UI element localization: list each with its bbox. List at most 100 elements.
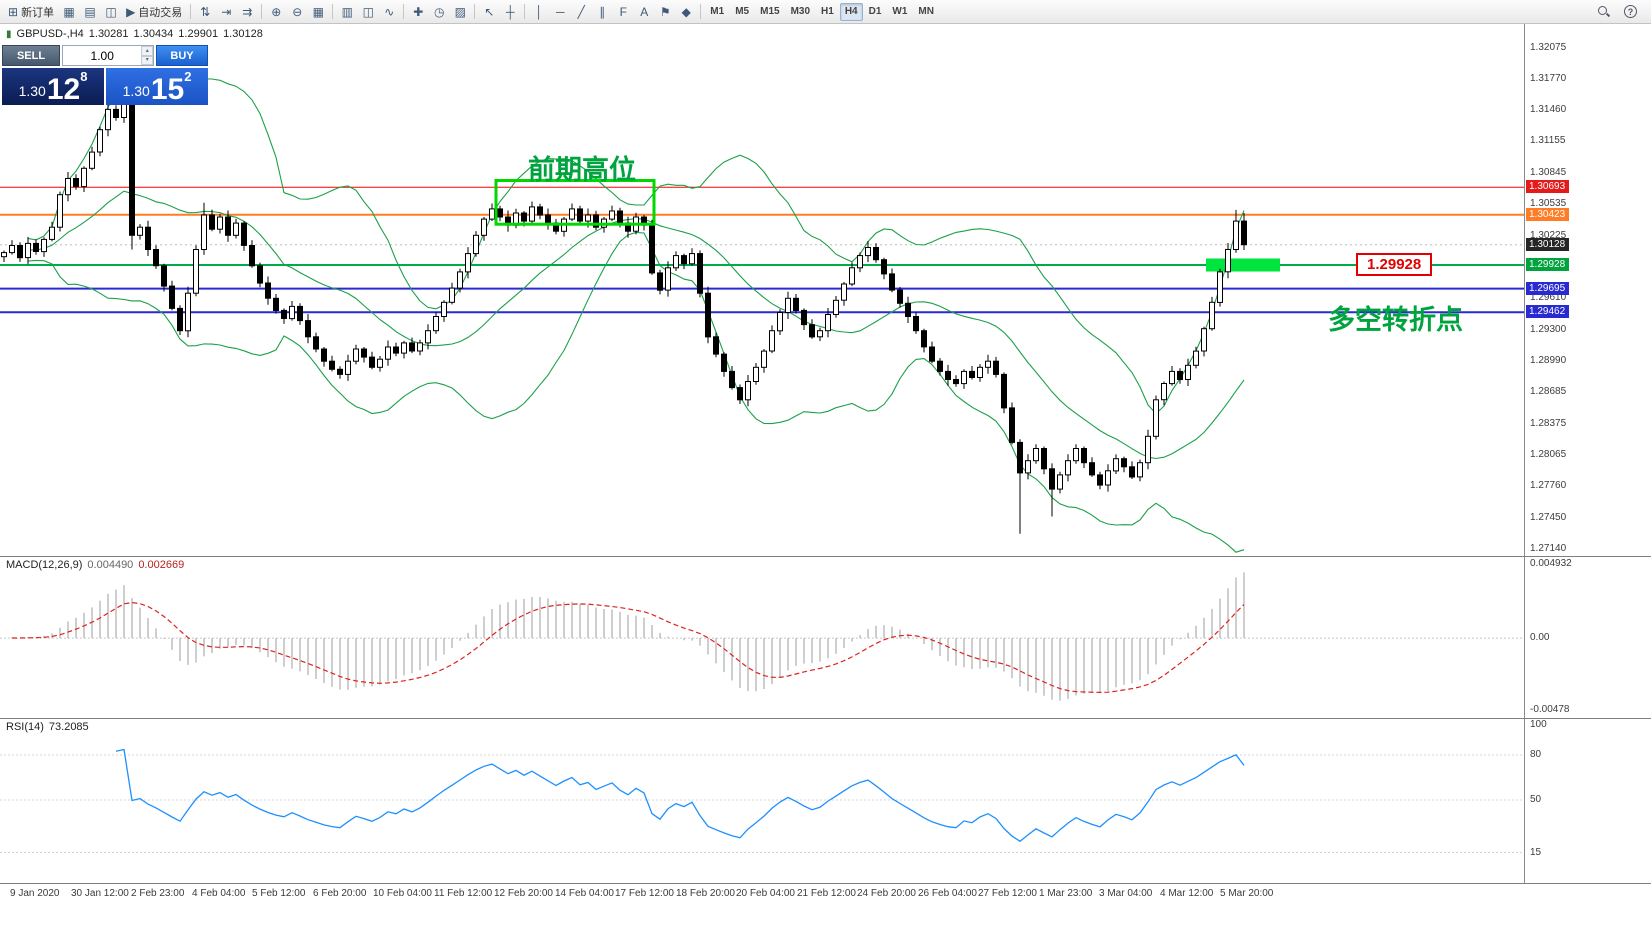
help-button[interactable]: ? xyxy=(1620,2,1641,22)
price-scale-highlight: 1.29462 xyxy=(1526,305,1570,318)
line-chart-button[interactable]: ∿ xyxy=(379,2,399,22)
autotrading-button[interactable]: ▶ 自动交易 xyxy=(122,2,186,22)
vertical-line-button[interactable]: │ xyxy=(529,2,549,22)
arrows-button[interactable]: ⚑ xyxy=(655,2,675,22)
previous-high-annotation[interactable]: 前期高位 xyxy=(528,155,636,185)
data-window-button[interactable]: ◫ xyxy=(101,2,121,22)
time-axis-label: 9 Jan 2020 xyxy=(10,888,60,899)
zoom-out-icon: ⊖ xyxy=(292,4,303,19)
time-axis-label: 6 Feb 20:00 xyxy=(313,888,367,899)
timeframe-m15-button[interactable]: M15 xyxy=(755,3,784,21)
horizontal-line-button[interactable]: ─ xyxy=(550,2,570,22)
fibonacci-button[interactable]: F xyxy=(613,2,633,22)
support-zone-rect[interactable] xyxy=(1206,258,1280,272)
channel-button[interactable]: ∥ xyxy=(592,2,612,22)
rsi-chart[interactable] xyxy=(0,719,1524,883)
timeframe-d1-button[interactable]: D1 xyxy=(864,3,887,21)
price-chart-pane[interactable]: ▮ GBPUSD-,H4 1.30281 1.30434 1.29901 1.3… xyxy=(0,24,1524,556)
price-scale-tick: 1.31155 xyxy=(1530,135,1566,146)
volume-stepper[interactable]: ▴ ▾ xyxy=(62,45,154,66)
price-chart[interactable] xyxy=(0,24,1524,556)
bar-chart-button[interactable]: ▥ xyxy=(337,2,357,22)
rsi-scale-tick: 15 xyxy=(1530,847,1542,858)
chart-ohlc-header: ▮ GBPUSD-,H4 1.30281 1.30434 1.29901 1.3… xyxy=(6,28,263,40)
auto-scroll-icon: ⇉ xyxy=(242,4,253,19)
price-scale-tick: 1.32075 xyxy=(1530,42,1567,53)
arrows-icon: ⚑ xyxy=(659,4,671,19)
auto-scroll-button[interactable]: ⇉ xyxy=(237,2,257,22)
timeframe-mn-button[interactable]: MN xyxy=(913,3,939,21)
help-icon: ? xyxy=(1624,5,1637,18)
price-scale[interactable]: 1.32075 1.31770 1.31460 1.31155 1.30845 1.305… xyxy=(1524,24,1651,883)
new-chart-button[interactable]: ✚ xyxy=(408,2,428,22)
trendline-button[interactable]: ╱ xyxy=(571,2,591,22)
chart-scale-up-button[interactable]: ⇅ xyxy=(195,2,215,22)
candlesticks xyxy=(1,95,1247,534)
price-scale-tick: 1.29610 xyxy=(1530,292,1567,303)
crosshair-icon: ┼ xyxy=(506,4,515,19)
price-scale-tick: 1.30845 xyxy=(1530,167,1567,178)
time-axis-label: 14 Feb 04:00 xyxy=(555,888,614,899)
volume-down-button[interactable]: ▾ xyxy=(141,55,153,65)
time-axis-label: 30 Jan 12:00 xyxy=(71,888,129,899)
search-button[interactable] xyxy=(1593,2,1614,22)
text-button[interactable]: A xyxy=(634,2,654,22)
timeframe-m5-button[interactable]: M5 xyxy=(730,3,754,21)
volume-input[interactable] xyxy=(63,46,142,65)
time-axis-label: 17 Feb 12:00 xyxy=(615,888,674,899)
timeframe-w1-button[interactable]: W1 xyxy=(887,3,912,21)
volume-up-button[interactable]: ▴ xyxy=(141,46,153,56)
price-tag-label[interactable]: 1.29928 xyxy=(1356,253,1433,276)
candlestick-chart-button[interactable]: ◫ xyxy=(358,2,378,22)
buy-button[interactable]: BUY xyxy=(156,45,208,66)
chart-windows-button[interactable]: ▦ xyxy=(59,2,79,22)
fibonacci-icon: F xyxy=(619,4,627,19)
toolbar-right-group: ? xyxy=(1593,2,1647,22)
price-scale-highlight: 1.30423 xyxy=(1526,208,1570,221)
macd-chart[interactable] xyxy=(0,557,1524,718)
rsi-title: RSI(14) xyxy=(6,721,44,733)
templates-button[interactable]: ▨ xyxy=(450,2,470,22)
price-scale-highlight: 1.30128 xyxy=(1526,238,1570,251)
time-axis[interactable]: 9 Jan 2020 30 Jan 12:00 2 Feb 23:00 4 Feb 0… xyxy=(0,883,1651,905)
timeframe-h4-button[interactable]: H4 xyxy=(839,2,863,21)
rsi-scale-tick: 80 xyxy=(1530,749,1542,760)
time-axis-label: 18 Feb 20:00 xyxy=(676,888,735,899)
zoom-in-button[interactable]: ⊕ xyxy=(266,2,286,22)
zoom-out-button[interactable]: ⊖ xyxy=(287,2,307,22)
sell-button[interactable]: SELL xyxy=(2,45,60,66)
new-order-button[interactable]: ⊞ 新订单 xyxy=(4,2,58,22)
tile-windows-button[interactable]: ▦ xyxy=(308,2,328,22)
time-axis-label: 24 Feb 20:00 xyxy=(857,888,916,899)
autotrading-button-label: 自动交易 xyxy=(138,6,183,19)
timeframe-m30-button[interactable]: M30 xyxy=(786,3,815,21)
zoom-in-icon: ⊕ xyxy=(271,4,282,19)
cursor-button[interactable]: ↖ xyxy=(479,2,499,22)
turning-point-annotation[interactable]: 多空转折点 xyxy=(1328,305,1463,335)
price-scale-tick: 1.30535 xyxy=(1530,198,1567,209)
toolbar-separator xyxy=(261,4,263,19)
panel-separator[interactable] xyxy=(0,556,1651,557)
timeframe-h1-button[interactable]: H1 xyxy=(816,3,839,21)
shapes-button[interactable]: ◆ xyxy=(676,2,696,22)
line-chart-icon: ∿ xyxy=(384,4,395,19)
time-axis-label: 11 Feb 12:00 xyxy=(434,888,493,899)
chart-open-value: 1.30281 xyxy=(88,28,129,40)
time-axis-label: 27 Feb 12:00 xyxy=(978,888,1037,899)
previous-high-box[interactable] xyxy=(494,179,656,226)
sell-price-pips: 12 xyxy=(46,72,81,106)
time-axis-label: 4 Feb 04:00 xyxy=(192,888,246,899)
macd-scale-tick: -0.00478 xyxy=(1530,704,1570,715)
rsi-scale-tick: 100 xyxy=(1530,719,1547,730)
buy-price-panel[interactable]: 1.30 15 2 xyxy=(106,68,208,105)
price-scale-highlight: 1.30693 xyxy=(1526,180,1570,193)
periods-button[interactable]: ◷ xyxy=(429,2,449,22)
sell-price-panel[interactable]: 1.30 12 8 xyxy=(2,68,104,105)
chart-shift-button[interactable]: ⇥ xyxy=(216,2,236,22)
timeframe-m1-button[interactable]: M1 xyxy=(705,3,729,21)
crosshair-button[interactable]: ┼ xyxy=(500,2,520,22)
toolbar-separator xyxy=(474,4,476,19)
time-axis-label: 3 Mar 04:00 xyxy=(1099,888,1153,899)
profiles-button[interactable]: ▤ xyxy=(80,2,100,22)
panel-separator[interactable] xyxy=(0,718,1651,719)
